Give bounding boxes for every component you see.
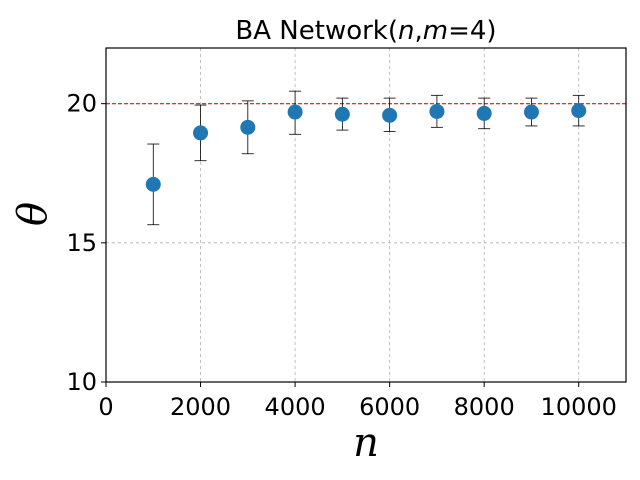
y-tick-label: 10 bbox=[66, 368, 97, 396]
x-tick-label: 2000 bbox=[170, 393, 231, 421]
data-points bbox=[145, 103, 587, 192]
x-tick-label: 8000 bbox=[454, 393, 515, 421]
x-tick-label: 6000 bbox=[359, 393, 420, 421]
grid-lines bbox=[106, 48, 626, 382]
data-point bbox=[145, 176, 161, 192]
data-point bbox=[476, 105, 492, 121]
data-point bbox=[571, 103, 587, 119]
data-point bbox=[523, 104, 539, 120]
data-point bbox=[382, 107, 398, 123]
x-axis-label: n bbox=[353, 420, 379, 466]
chart-title: BA Network(n,m=4) bbox=[235, 16, 496, 46]
y-axis-label: θ bbox=[10, 202, 56, 226]
x-tick-label: 0 bbox=[98, 393, 113, 421]
x-tick-label: 4000 bbox=[265, 393, 326, 421]
y-tick-label: 15 bbox=[66, 229, 97, 257]
data-point bbox=[287, 104, 303, 120]
data-point bbox=[193, 125, 209, 141]
axis-ticks: 0 2000 4000 6000 8000 10000 10 15 20 bbox=[66, 90, 616, 421]
error-bars bbox=[147, 90, 585, 226]
data-point bbox=[334, 106, 350, 122]
y-tick-label: 20 bbox=[66, 90, 97, 118]
data-point bbox=[429, 103, 445, 119]
axes-frame bbox=[105, 47, 627, 383]
x-tick-label: 10000 bbox=[541, 393, 617, 421]
data-point bbox=[240, 119, 256, 135]
